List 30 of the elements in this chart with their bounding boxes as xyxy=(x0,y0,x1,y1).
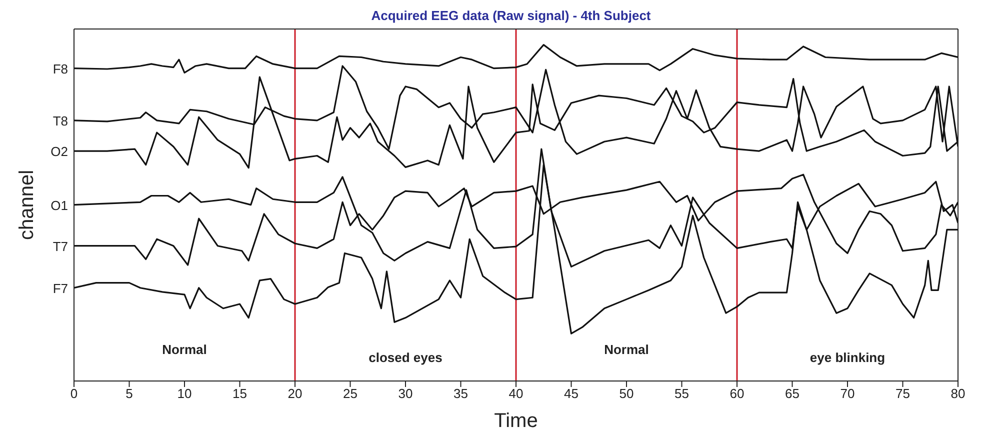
series-label: T7 xyxy=(52,238,68,254)
annotation: eye blinking xyxy=(810,350,886,365)
x-axis-title: Time xyxy=(494,410,538,432)
x-tick-label: 15 xyxy=(232,386,247,402)
x-tick-label: 75 xyxy=(896,386,910,402)
series-label: O2 xyxy=(50,144,68,160)
x-tick-label: 25 xyxy=(343,386,358,402)
series-label: O1 xyxy=(50,198,68,213)
x-tick-label: 0 xyxy=(70,386,78,402)
series-label: F7 xyxy=(52,280,68,296)
x-tick-label: 20 xyxy=(288,386,302,402)
x-tick-label: 40 xyxy=(508,386,524,402)
x-tick-label: 70 xyxy=(840,386,855,402)
x-tick-label: 80 xyxy=(950,386,966,402)
y-axis-title: channel xyxy=(16,170,38,240)
series-label: T8 xyxy=(52,113,68,128)
x-tick-label: 10 xyxy=(177,386,192,402)
x-tick-label: 30 xyxy=(398,386,413,402)
annotation: closed eyes xyxy=(368,350,442,365)
x-tick-label: 5 xyxy=(126,386,133,402)
x-tick-label: 65 xyxy=(785,386,800,402)
annotation: Normal xyxy=(604,342,649,357)
x-tick-label: 60 xyxy=(730,386,744,402)
chart-title: Acquired EEG data (Raw signal) - 4th Subject xyxy=(370,8,652,24)
x-tick-label: 50 xyxy=(619,386,634,402)
annotation: Normal xyxy=(162,342,207,357)
x-tick-label: 35 xyxy=(454,386,468,402)
series-label: F8 xyxy=(52,61,68,76)
x-tick-label: 55 xyxy=(674,386,689,402)
x-tick-label: 45 xyxy=(564,386,578,402)
